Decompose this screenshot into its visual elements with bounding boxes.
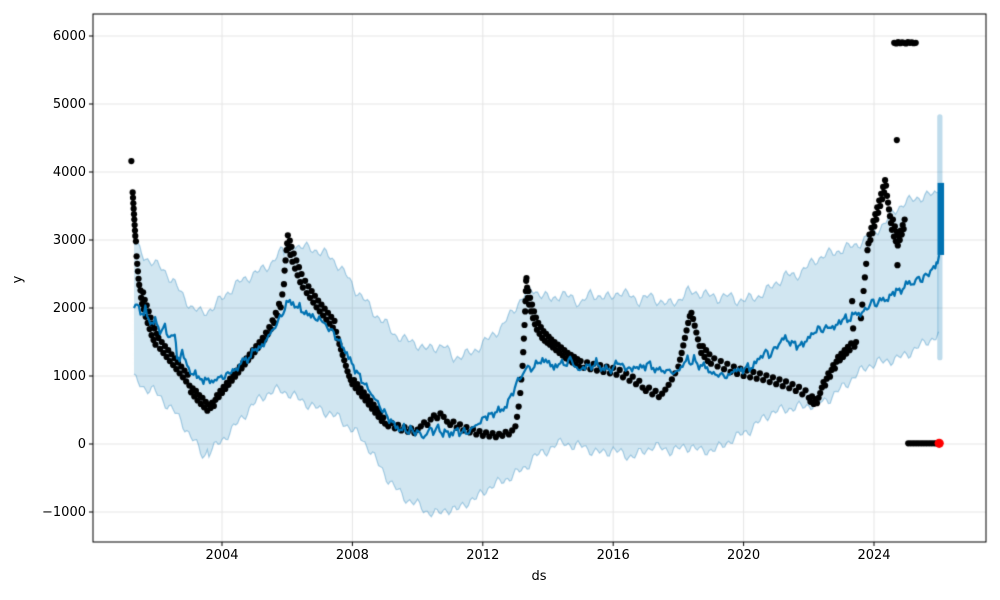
y-tick-label: 0 [77,437,86,452]
y-tick-label: 4000 [52,165,86,180]
y-tick-label: 6000 [52,29,86,44]
y-tick-label: 3000 [52,233,86,248]
x-tick-label: 2008 [335,548,369,563]
y-tick-label: 1000 [52,369,86,384]
y-axis-label: y [10,275,26,284]
x-tick-label: 2020 [727,548,761,563]
x-tick-label: 2004 [205,548,239,563]
x-tick-label: 2012 [466,548,500,563]
x-axis-label: ds [531,569,547,584]
x-tick-label: 2016 [596,548,630,563]
x-tick-label: 2024 [857,548,891,563]
y-tick-label: 5000 [52,97,86,112]
y-tick-label: 2000 [52,301,86,316]
y-tick-label: −1000 [42,505,86,520]
